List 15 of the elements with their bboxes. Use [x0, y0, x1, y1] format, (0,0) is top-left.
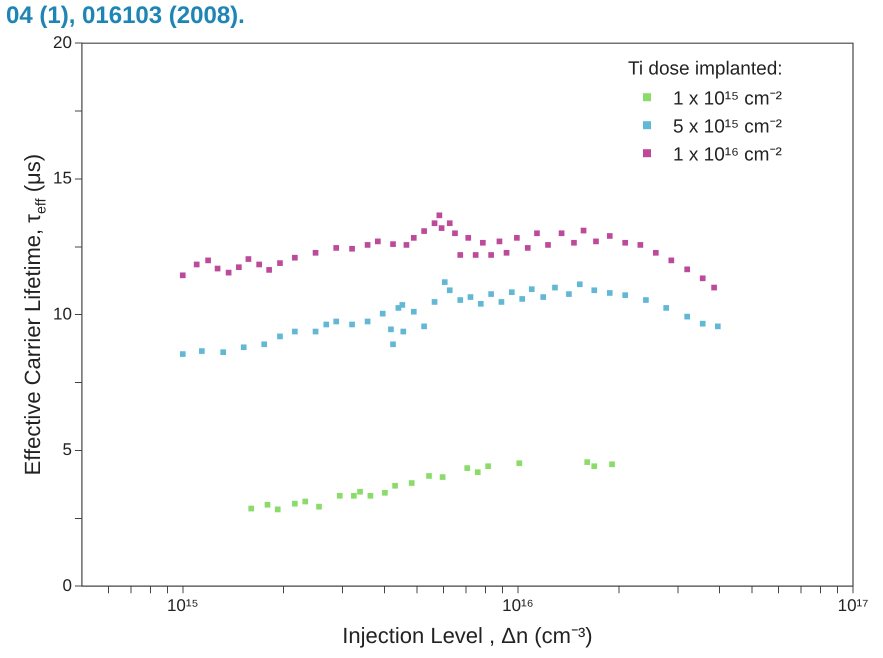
- legend-title: Ti dose implanted:: [628, 58, 783, 80]
- x-tick-label: 10¹⁵: [166, 596, 199, 616]
- x-tick-label: 10¹⁷: [838, 596, 868, 616]
- y-tick-label: 15: [52, 168, 72, 188]
- y-axis-title: Effective Carrier Lifetime, τeff (μs): [20, 154, 50, 476]
- text: 04 (1), 016103 (2008).: [6, 2, 245, 30]
- y-tick-label: 10: [52, 304, 72, 324]
- x-axis-title: Injection Level , Δn (cm⁻³): [342, 622, 593, 648]
- legend-label: 1 x 10¹⁶ cm⁻²: [673, 144, 782, 166]
- legend-label: 5 x 10¹⁵ cm⁻²: [673, 116, 782, 138]
- y-tick-label: 0: [62, 576, 72, 595]
- y-tick-label: 5: [62, 440, 72, 460]
- legend-label: 1 x 10¹⁵ cm⁻²: [673, 88, 782, 110]
- x-tick-label: 10¹⁶: [502, 596, 534, 616]
- y-tick-label: 20: [52, 32, 72, 52]
